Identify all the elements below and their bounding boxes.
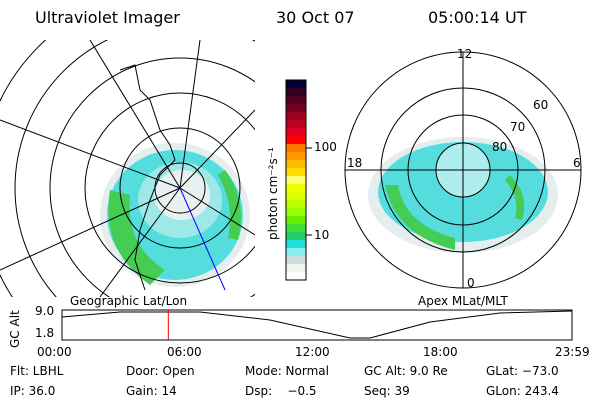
colorbar-band xyxy=(286,112,306,121)
colorbar-band xyxy=(286,184,306,193)
xtick-1200: 12:00 xyxy=(295,345,330,359)
colorbar-band xyxy=(286,200,306,209)
colorbar-band xyxy=(286,216,306,225)
lat-lon-grid xyxy=(0,40,255,297)
left-map-label: Geographic Lat/Lon xyxy=(70,294,188,308)
colorbar-band xyxy=(286,192,306,201)
colorbar-band xyxy=(286,120,306,129)
colorbar-band xyxy=(286,272,306,281)
colorbar-band xyxy=(286,136,306,145)
xtick-2359: 23:59 xyxy=(555,345,590,359)
info-glon: GLon: 243.4 xyxy=(486,384,559,398)
mlt-18: 18 xyxy=(347,156,363,170)
info-mode: Mode: Normal xyxy=(245,364,329,378)
info-gain: Gain: 14 xyxy=(126,384,177,398)
instrument-title: Ultraviolet Imager xyxy=(35,8,180,27)
colorbar-band xyxy=(286,128,306,137)
altitude-plot-frame xyxy=(61,309,573,341)
colorbar-band xyxy=(286,240,306,249)
time-label: 05:00:14 UT xyxy=(428,8,527,27)
info-filter: Flt: LBHL xyxy=(10,364,64,378)
colorbar-band xyxy=(286,176,306,185)
geographic-map xyxy=(0,40,255,297)
mlt-6: 6 xyxy=(573,156,581,170)
colorbar-tick-10: 10 xyxy=(314,228,330,242)
colorbar-tick-100: 100 xyxy=(314,140,337,154)
info-seq: Seq: 39 xyxy=(364,384,410,398)
colorbar-band xyxy=(286,208,306,217)
colorbar-band xyxy=(286,168,306,177)
colorbar xyxy=(286,80,306,281)
xtick-0600: 06:00 xyxy=(167,345,202,359)
info-ip: IP: 36.0 xyxy=(10,384,56,398)
xtick-1800: 18:00 xyxy=(423,345,458,359)
info-dsp: Dsp: −0.5 xyxy=(245,384,317,398)
info-gc-alt: GC Alt: 9.0 Re xyxy=(364,364,448,378)
mlt-0: 0 xyxy=(467,276,475,290)
mlt-12: 12 xyxy=(457,47,473,61)
colorbar-band xyxy=(286,160,306,169)
lat-70: 70 xyxy=(510,120,526,134)
colorbar-band xyxy=(286,224,306,233)
aurora-oval-left xyxy=(100,143,250,287)
lat-80: 80 xyxy=(492,140,508,154)
colorbar-band xyxy=(286,88,306,97)
lat-60: 60 xyxy=(533,98,549,112)
colorbar-band xyxy=(286,232,306,241)
altitude-ytick-max: 9.0 xyxy=(35,304,55,318)
colorbar-band xyxy=(286,96,306,105)
colorbar-band xyxy=(286,256,306,265)
colorbar-unit: photon cm⁻²s⁻¹ xyxy=(266,147,280,240)
colorbar-band xyxy=(286,80,306,89)
colorbar-band xyxy=(286,264,306,273)
info-glat: GLat: −73.0 xyxy=(486,364,559,378)
polar-grid xyxy=(344,51,582,289)
altitude-ytick-min: 1.8 xyxy=(35,326,55,340)
noon-meridian xyxy=(179,187,226,291)
right-map-label: Apex MLat/MLT xyxy=(418,294,508,308)
altitude-ylabel: GC Alt xyxy=(8,310,22,348)
colorbar-band xyxy=(286,248,306,257)
info-door: Door: Open xyxy=(126,364,195,378)
colorbar-band xyxy=(286,104,306,113)
xtick-0000: 00:00 xyxy=(37,345,72,359)
coastline xyxy=(119,64,176,291)
date-label: 30 Oct 07 xyxy=(276,8,355,27)
altitude-curve xyxy=(61,310,573,339)
colorbar-band xyxy=(286,144,306,153)
colorbar-band xyxy=(286,152,306,161)
